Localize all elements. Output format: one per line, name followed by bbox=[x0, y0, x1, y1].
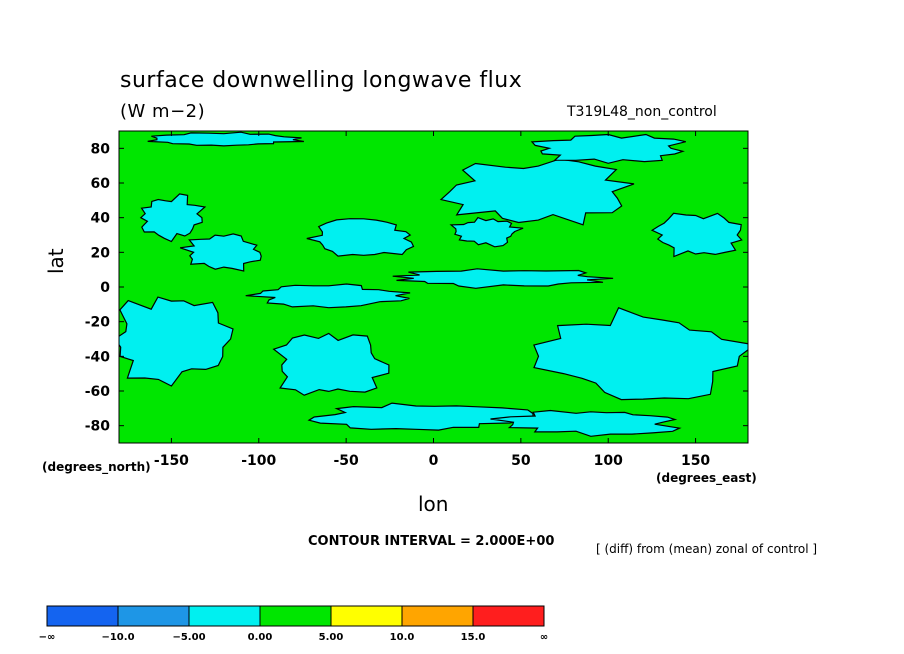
region-cyan-3 bbox=[439, 158, 635, 226]
contour-field bbox=[119, 131, 748, 443]
y-tick-label: -80 bbox=[85, 419, 111, 435]
x-tick-label: 0 bbox=[429, 453, 439, 469]
colorbar-label: −∞ bbox=[39, 632, 56, 643]
colorbar-label: −5.00 bbox=[172, 632, 205, 643]
y-tick-label: -60 bbox=[85, 384, 111, 400]
y-tick-label: 40 bbox=[91, 211, 111, 227]
colorbar: −∞ −10.0 −5.00 0.00 5.00 10.0 15.0 ∞ bbox=[39, 605, 548, 643]
colorbar-swatch bbox=[259, 605, 332, 627]
contour-interval: CONTOUR INTERVAL = 2.000E+00 bbox=[308, 534, 555, 549]
region-cyan-5 bbox=[650, 212, 743, 258]
colorbar-swatch bbox=[401, 605, 474, 627]
y-tick-label: 80 bbox=[91, 141, 111, 157]
colorbar-swatch bbox=[330, 605, 403, 627]
x-axis-label: lon bbox=[418, 492, 449, 516]
colorbar-label: −10.0 bbox=[101, 632, 134, 643]
chart-units: (W m−2) bbox=[120, 101, 206, 122]
region-cyan-0 bbox=[139, 193, 207, 243]
colorbar-label: 0.00 bbox=[248, 632, 273, 643]
x-tick-label: -150 bbox=[154, 453, 189, 469]
colorbar-label: 10.0 bbox=[390, 632, 415, 643]
colorbar-swatch bbox=[188, 605, 261, 627]
colorbar-swatch bbox=[117, 605, 190, 627]
colorbar-swatch bbox=[472, 605, 545, 627]
colorbar-label: 15.0 bbox=[461, 632, 486, 643]
chart-title: surface downwelling longwave flux bbox=[120, 68, 523, 93]
colorbar-swatch bbox=[46, 605, 119, 627]
region-cyan-4 bbox=[449, 216, 524, 248]
region-cyan-9 bbox=[272, 332, 390, 396]
x-tick-label: -100 bbox=[241, 453, 276, 469]
region-cyan-6 bbox=[245, 283, 411, 309]
y-tick-label: -20 bbox=[85, 315, 111, 331]
x-tick-label: -50 bbox=[333, 453, 359, 469]
axes: -150 -100 -50 0 50 100 150 80 60 40 20 0 -20 -40 -60 -8… bbox=[85, 131, 748, 469]
region-cyan-10 bbox=[533, 307, 748, 401]
region-cyan-13 bbox=[147, 131, 304, 147]
y-tick-label: 0 bbox=[100, 280, 110, 296]
x-tick-label: 50 bbox=[511, 453, 531, 469]
diff-note: [ (diff) from (mean) zonal of control ] bbox=[596, 542, 818, 556]
region-cyan-12 bbox=[490, 409, 682, 437]
region-cyan-7 bbox=[392, 268, 614, 289]
run-label: T319L48_non_control bbox=[567, 104, 717, 120]
y-tick-label: -40 bbox=[85, 349, 111, 365]
y-unit-note: (degrees_north) bbox=[42, 460, 151, 474]
x-tick-label: 100 bbox=[594, 453, 623, 469]
region-cyan-2 bbox=[306, 218, 415, 257]
x-tick-label: 150 bbox=[681, 453, 710, 469]
x-unit-note: (degrees_east) bbox=[656, 471, 757, 485]
region-cyan-8 bbox=[119, 296, 234, 387]
y-tick-label: 20 bbox=[91, 245, 111, 261]
region-cyan-14 bbox=[530, 133, 686, 164]
region-cyan-11 bbox=[307, 402, 534, 431]
colorbar-label: 5.00 bbox=[319, 632, 344, 643]
colorbar-label: ∞ bbox=[540, 632, 548, 643]
region-cyan-1 bbox=[179, 233, 262, 272]
y-tick-label: 60 bbox=[91, 176, 111, 192]
